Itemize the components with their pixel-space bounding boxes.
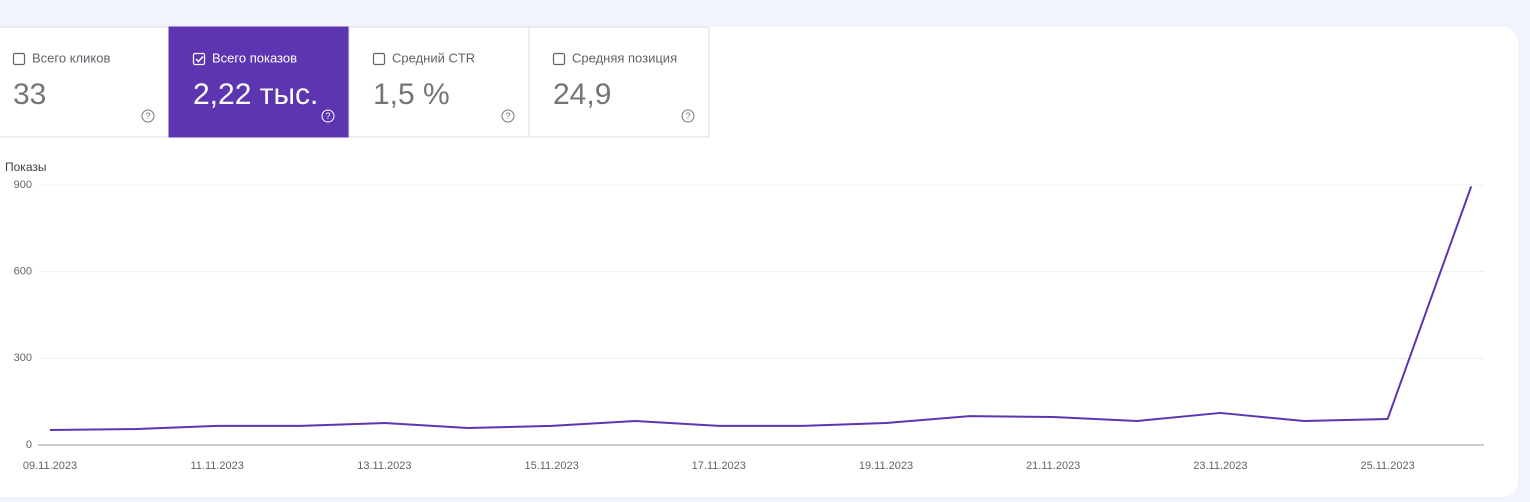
checkbox[interactable] bbox=[12, 52, 26, 66]
x-tick-label: 21.11.2023 bbox=[1026, 460, 1080, 472]
checkbox[interactable] bbox=[192, 52, 206, 66]
x-tick-label: 13.11.2023 bbox=[357, 460, 411, 472]
help-icon-glyph: ? bbox=[145, 111, 150, 121]
x-tick-label: 15.11.2023 bbox=[524, 460, 578, 472]
help-icon[interactable] bbox=[321, 109, 335, 123]
x-tick-label: 23.11.2023 bbox=[1193, 460, 1247, 472]
metric-label: Всего показов bbox=[212, 50, 297, 65]
metric-value: 24,9 bbox=[553, 78, 611, 111]
metric-value: 33 bbox=[13, 78, 46, 111]
checkmark bbox=[195, 55, 204, 63]
metric-tile[interactable] bbox=[0, 26, 170, 138]
metric-value: 2,22 тыс. bbox=[193, 78, 318, 111]
metric-tile[interactable] bbox=[168, 26, 350, 138]
y-tick-label: 600 bbox=[14, 266, 32, 278]
x-tick-label: 09.11.2023 bbox=[23, 460, 77, 472]
metric-label: Средняя позиция bbox=[572, 50, 677, 65]
help-icon[interactable] bbox=[681, 109, 695, 123]
x-tick-label: 25.11.2023 bbox=[1360, 460, 1414, 472]
y-tick-label: 0 bbox=[26, 439, 32, 451]
x-tick-label: 19.11.2023 bbox=[859, 460, 913, 472]
help-icon-glyph: ? bbox=[505, 111, 510, 121]
checkbox[interactable] bbox=[372, 52, 386, 66]
metric-label: Всего кликов bbox=[32, 50, 110, 65]
x-tick-label: 11.11.2023 bbox=[190, 460, 243, 472]
help-icon-glyph: ? bbox=[325, 111, 330, 121]
checkbox[interactable] bbox=[552, 52, 566, 66]
help-icon-glyph: ? bbox=[685, 111, 690, 121]
metric-label: Средний CTR bbox=[392, 50, 475, 65]
y-tick-label: 300 bbox=[14, 352, 32, 364]
x-tick-label: 17.11.2023 bbox=[692, 460, 746, 472]
panel bbox=[0, 27, 1518, 497]
metric-tile[interactable] bbox=[528, 26, 710, 138]
data-line bbox=[49, 186, 1473, 431]
y-axis-label: Показы bbox=[5, 160, 46, 174]
metric-value: 1,5 % bbox=[373, 78, 450, 111]
metric-tile[interactable] bbox=[348, 26, 530, 138]
y-tick-label: 900 bbox=[14, 179, 32, 191]
help-icon[interactable] bbox=[501, 109, 515, 123]
help-icon[interactable] bbox=[141, 109, 155, 123]
